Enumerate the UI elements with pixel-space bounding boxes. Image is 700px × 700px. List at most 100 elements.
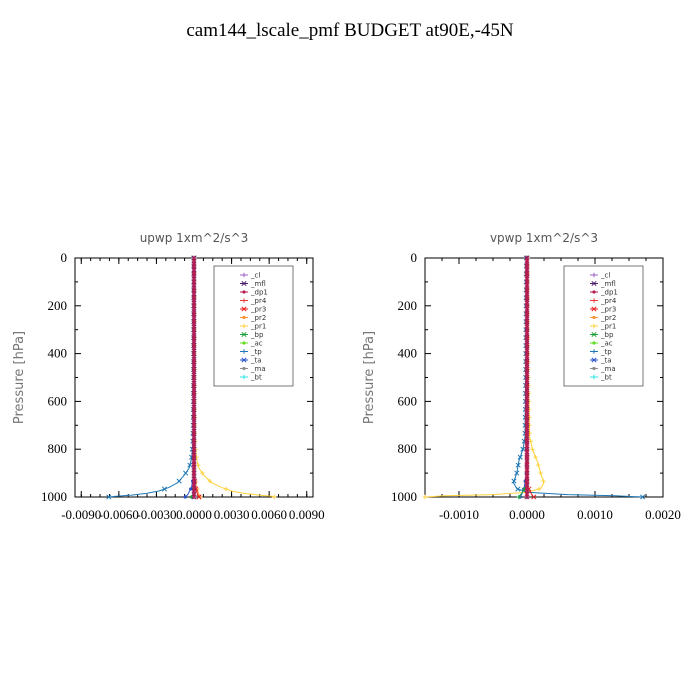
series-point xyxy=(183,470,189,476)
series-point xyxy=(514,470,520,476)
series-point xyxy=(524,494,530,500)
series-point xyxy=(524,398,530,404)
series-point xyxy=(192,429,196,433)
legend-marker xyxy=(242,341,246,345)
legend-label: _pr3 xyxy=(600,306,616,314)
legend-marker xyxy=(242,290,246,294)
x-tick-label: 0.0030 xyxy=(214,507,250,522)
series-point xyxy=(192,369,196,374)
series-point xyxy=(530,447,535,452)
legend-box xyxy=(213,265,294,387)
x-tick-label: -0.0030 xyxy=(136,507,176,522)
series-point xyxy=(192,405,196,409)
series-point xyxy=(517,454,523,460)
series-point xyxy=(192,334,196,338)
series-point xyxy=(192,387,196,392)
series-point xyxy=(192,262,196,266)
legend-marker xyxy=(591,298,597,303)
series-point xyxy=(524,321,530,327)
series-point xyxy=(192,280,196,284)
chart-panel-1: upwp 1xm^2/s^3 Pressure [hPa] 0 200 400 600 80… xyxy=(12,231,325,522)
series-point xyxy=(524,392,530,398)
legend-label: _pr2 xyxy=(600,314,616,322)
series-point xyxy=(524,351,530,357)
y-tick-label: 200 xyxy=(398,298,418,313)
legend-label: _pr2 xyxy=(250,314,266,322)
legend-label: _mfl xyxy=(600,280,616,288)
legend-label: _pr1 xyxy=(250,323,266,331)
series-point xyxy=(192,286,196,290)
series-point xyxy=(524,279,530,285)
panel-title: upwp 1xm^2/s^3 xyxy=(140,231,249,245)
legend-marker xyxy=(592,366,596,371)
legend-marker xyxy=(241,357,247,363)
y-tick-label: 200 xyxy=(48,298,68,313)
series-point xyxy=(161,486,168,492)
series-point xyxy=(524,476,530,482)
legend-label: _pr4 xyxy=(250,297,267,305)
legend-marker xyxy=(241,323,247,329)
series-point xyxy=(536,462,541,468)
legend-label: _cl xyxy=(250,272,260,280)
series-point xyxy=(538,470,543,476)
series-point xyxy=(516,494,522,500)
legend-label: _pr4 xyxy=(600,297,617,305)
series-point xyxy=(524,303,530,309)
series-point xyxy=(192,310,196,314)
legend-label: _pr3 xyxy=(250,306,266,314)
series-point xyxy=(223,486,229,492)
series-point xyxy=(524,428,530,434)
legend-marker xyxy=(242,315,246,320)
series-point xyxy=(524,416,530,422)
y-tick-label: 800 xyxy=(48,441,68,456)
series-point xyxy=(183,495,187,499)
legend-marker xyxy=(591,280,597,287)
series-point xyxy=(524,339,530,345)
y-axis-label: Pressure [hPa] xyxy=(362,331,377,424)
legend-marker xyxy=(241,331,247,338)
series-point xyxy=(195,462,201,468)
legend-marker xyxy=(241,374,247,380)
legend-marker xyxy=(241,280,247,287)
series-point xyxy=(524,380,530,387)
series-point xyxy=(192,381,196,386)
series-point xyxy=(524,255,530,261)
y-tick-label: 1000 xyxy=(41,489,67,504)
series-point xyxy=(192,316,196,320)
series-point xyxy=(531,494,537,500)
legend-label: _bp xyxy=(250,331,264,339)
series-point xyxy=(524,357,530,363)
legend-marker xyxy=(591,272,597,278)
series-point xyxy=(192,340,196,344)
y-tick-label: 600 xyxy=(398,393,418,408)
legend-marker xyxy=(592,315,596,320)
series-point xyxy=(524,368,530,375)
series-point xyxy=(192,322,196,326)
legend-label: _ta xyxy=(250,357,262,365)
series-point xyxy=(192,471,196,475)
series-point xyxy=(524,362,530,369)
series-point xyxy=(187,462,193,468)
legend-marker xyxy=(592,341,596,345)
legend: _cl_mfl_dp1_pr4_pr3_pr2_pr1_bp_ac_tp_ta_… xyxy=(563,265,644,387)
series-dp1 xyxy=(192,256,196,499)
legend-marker xyxy=(592,290,596,294)
series-point xyxy=(515,462,521,468)
series-point xyxy=(192,417,196,421)
series-point xyxy=(524,410,530,416)
series-point xyxy=(524,422,530,428)
series-point xyxy=(192,399,196,403)
series-point xyxy=(192,328,196,332)
x-tick-label: 0.0090 xyxy=(289,507,325,522)
legend-label: _ac xyxy=(250,340,263,348)
series-point xyxy=(176,478,182,484)
legend-marker xyxy=(591,357,597,363)
y-axis-label: Pressure [hPa] xyxy=(12,331,27,424)
series-point xyxy=(192,268,196,272)
series-point xyxy=(192,483,196,487)
series-point xyxy=(520,446,526,452)
x-tick-label: 0.0000 xyxy=(509,507,545,522)
series-point xyxy=(192,304,196,308)
series-point xyxy=(192,477,196,481)
series-dp1 xyxy=(524,255,530,500)
